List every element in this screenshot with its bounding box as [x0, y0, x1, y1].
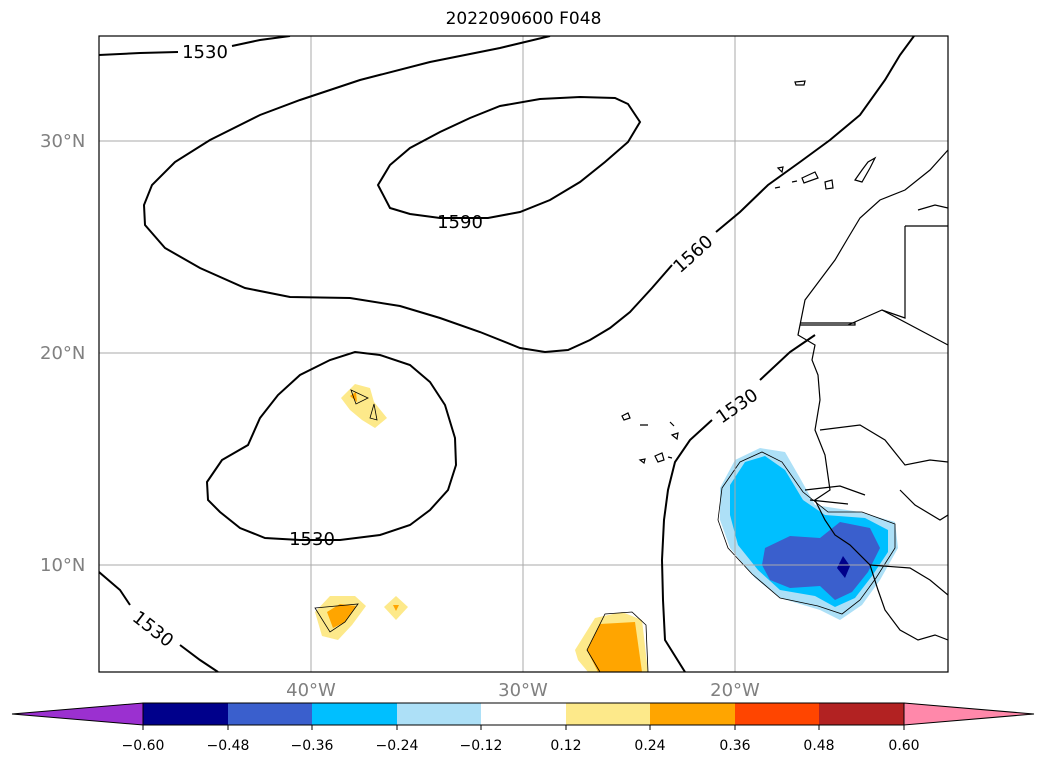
- negative-anomaly-strong: [762, 522, 880, 600]
- lat-label-20n: 20°N: [40, 343, 86, 364]
- contour-1530-bottom-left: [99, 571, 219, 672]
- colorbar-tick-10: 0.60: [888, 738, 920, 754]
- contour-lines: [99, 36, 915, 672]
- colorbar-extend-low: [11, 702, 144, 726]
- anomaly-fills: [314, 384, 898, 672]
- lat-label-30n: 30°N: [40, 131, 86, 152]
- contour-1530-top: [99, 36, 291, 56]
- positive-anomaly-patch-3-core: [393, 605, 399, 611]
- colorbar-tick-4: −0.24: [375, 738, 419, 754]
- colorbar-extend-high: [903, 702, 1035, 726]
- map-title: 2022090600 F048: [445, 9, 602, 29]
- lon-label-20w: 20°W: [710, 680, 760, 701]
- contour-label-1530-closed: 1530: [289, 529, 335, 550]
- colorbar-tick-1: −0.60: [121, 738, 165, 754]
- colorbar-tick-2: −0.48: [206, 738, 250, 754]
- colorbar-tick-9: 0.48: [803, 738, 835, 754]
- colorbar-segment-4: [397, 703, 481, 725]
- map-frame: [98, 35, 949, 673]
- colorbar: [11, 702, 1035, 730]
- contour-1530-right: [660, 419, 713, 672]
- lat-label-10n: 10°N: [40, 555, 86, 576]
- contour-label-1590: 1590: [437, 212, 483, 233]
- colorbar-segment-2: [228, 703, 312, 725]
- colorbar-tick-5: −0.12: [459, 738, 503, 754]
- colorbar-segment-5: [481, 703, 566, 725]
- colorbar-segment-9: [819, 703, 904, 725]
- colorbar-tick-7: 0.24: [634, 738, 666, 754]
- contour-1590: [376, 95, 642, 219]
- contour-1530-closed: [205, 350, 458, 541]
- colorbar-segment-8: [735, 703, 819, 725]
- positive-anomaly-patch-2-core: [327, 604, 356, 628]
- graticule: [99, 36, 948, 672]
- positive-anomaly-patch-4-core: [587, 622, 642, 672]
- coastlines: [621, 80, 948, 641]
- colorbar-tick-6: 0.12: [550, 738, 582, 754]
- lon-label-40w: 40°W: [286, 680, 336, 701]
- colorbar-segment-1: [143, 703, 228, 725]
- contour-label-1530-top: 1530: [182, 42, 228, 63]
- negative-anomaly-extreme: [837, 556, 850, 578]
- lon-label-30w: 30°W: [498, 680, 548, 701]
- colorbar-segment-7: [650, 703, 735, 725]
- colorbar-tick-8: 0.36: [719, 738, 751, 754]
- colorbar-segment-6: [566, 703, 650, 725]
- colorbar-segment-3: [312, 703, 397, 725]
- contour-1530-outer: [142, 36, 673, 354]
- colorbar-tick-3: −0.36: [290, 738, 334, 754]
